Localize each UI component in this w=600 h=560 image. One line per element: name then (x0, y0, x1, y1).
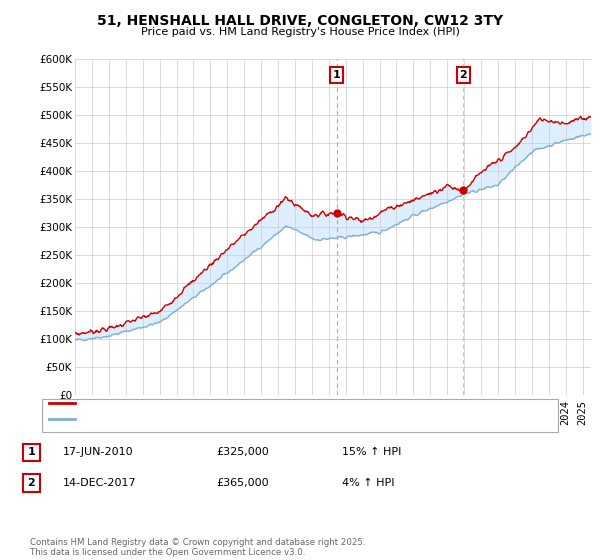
Text: 1: 1 (332, 70, 340, 80)
Text: 14-DEC-2017: 14-DEC-2017 (63, 478, 137, 488)
Text: 2: 2 (460, 70, 467, 80)
Text: 15% ↑ HPI: 15% ↑ HPI (342, 447, 401, 458)
Text: HPI: Average price, detached house, Cheshire East: HPI: Average price, detached house, Ches… (81, 414, 346, 424)
Text: Contains HM Land Registry data © Crown copyright and database right 2025.
This d: Contains HM Land Registry data © Crown c… (30, 538, 365, 557)
Text: 1: 1 (28, 447, 35, 458)
Text: 51, HENSHALL HALL DRIVE, CONGLETON, CW12 3TY: 51, HENSHALL HALL DRIVE, CONGLETON, CW12… (97, 14, 503, 28)
Text: Price paid vs. HM Land Registry's House Price Index (HPI): Price paid vs. HM Land Registry's House … (140, 27, 460, 37)
Text: 17-JUN-2010: 17-JUN-2010 (63, 447, 134, 458)
Text: £325,000: £325,000 (216, 447, 269, 458)
Text: £365,000: £365,000 (216, 478, 269, 488)
Text: 51, HENSHALL HALL DRIVE, CONGLETON, CW12 3TY (detached house): 51, HENSHALL HALL DRIVE, CONGLETON, CW12… (81, 398, 448, 408)
Text: 2: 2 (28, 478, 35, 488)
Text: 4% ↑ HPI: 4% ↑ HPI (342, 478, 395, 488)
